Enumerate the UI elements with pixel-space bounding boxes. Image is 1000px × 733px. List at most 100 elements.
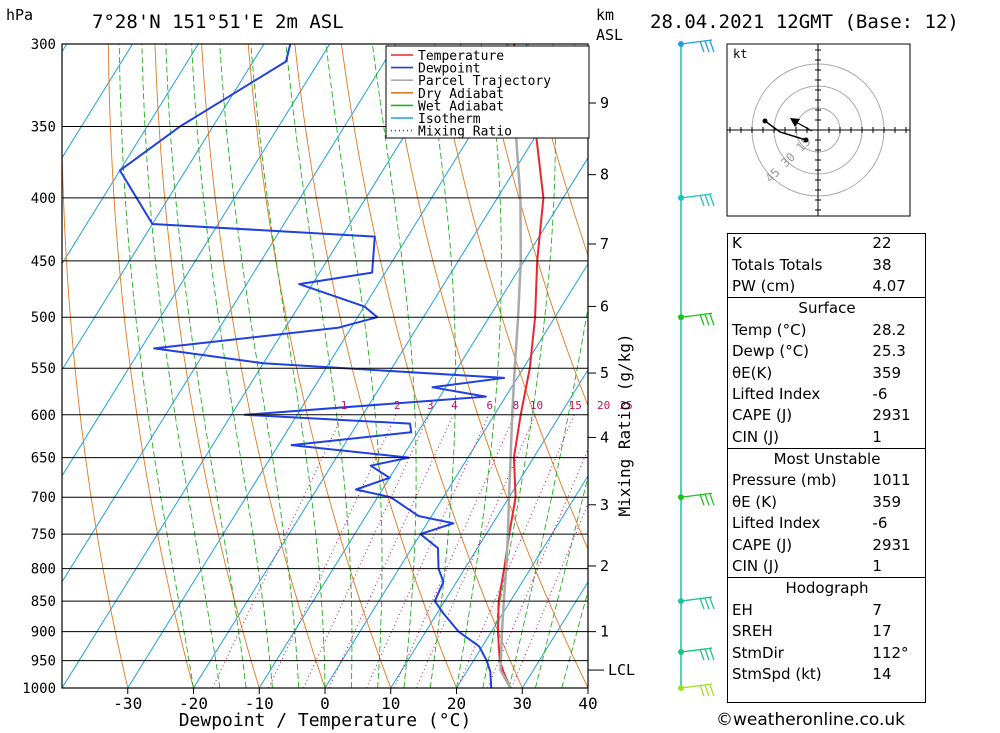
index-value: 14 (872, 665, 892, 683)
mixing-ratio-line (415, 414, 536, 688)
index-value: 22 (872, 234, 892, 253)
index-value: 2931 (872, 535, 911, 554)
location-title: 7°28'N 151°51'E 2m ASL (92, 11, 344, 33)
wind-barb-flag (709, 684, 715, 697)
height-tick-label: 5 (600, 364, 609, 382)
mixing-ratio-label: 3 (427, 399, 434, 412)
wind-barb-flag (704, 493, 710, 506)
wet-adiabat-line (141, 44, 221, 688)
x-tick-label: 20 (447, 694, 466, 713)
dry-adiabat-line (387, 44, 588, 688)
wet-adiabat-line (191, 44, 273, 688)
x-tick-label: -10 (245, 694, 274, 713)
height-tick-label: 7 (600, 235, 609, 253)
dry-adiabat-line (947, 44, 1000, 688)
wind-barb-flag (699, 684, 705, 697)
mixing-ratio-label: 8 (513, 399, 520, 412)
pressure-tick-label: 450 (31, 254, 56, 270)
wind-barb (678, 647, 715, 661)
index-value: 359 (872, 363, 902, 382)
index-value: 1 (872, 427, 882, 446)
index-label: Dewp (°C) (732, 342, 810, 361)
index-value: 25.3 (872, 342, 906, 361)
index-label: θE(K) (732, 363, 773, 382)
isotherm-line (324, 262, 588, 688)
x-tick-label: -20 (179, 694, 208, 713)
wind-barb-flag (709, 597, 715, 610)
dry-adiabat-line (107, 44, 194, 688)
index-section-title: Surface (728, 297, 926, 320)
index-row: CAPE (J) 2931 (728, 405, 926, 426)
index-section-title: Hodograph (728, 577, 926, 600)
wind-barb-flag (704, 684, 710, 697)
mixing-ratio-axis-label: Mixing Ratio (g/kg) (615, 333, 634, 516)
wind-barb-flag (709, 648, 715, 661)
wind-barb-flag (704, 597, 710, 610)
index-label: Pressure (mb) (732, 471, 837, 490)
index-row: θE(K) 359 (728, 362, 926, 383)
wet-adiabat-line (250, 44, 326, 688)
index-value: 38 (872, 255, 892, 274)
pressure-tick-label: 750 (31, 527, 56, 543)
pressure-tick-label: 350 (31, 119, 56, 135)
index-value: 112° (872, 643, 909, 662)
wind-barb-flag (699, 314, 705, 326)
index-label: PW (cm) (732, 276, 796, 295)
wind-barb-shaft (680, 683, 713, 689)
index-row: SREH 17 (728, 621, 926, 642)
hodograph-unit: kt (733, 47, 747, 61)
dry-adiabat-line (62, 44, 129, 688)
wet-adiabat-line (371, 44, 417, 688)
index-row: Dewp (°C) 25.3 (728, 341, 926, 362)
height-unit-label-asl: ASL (596, 26, 623, 44)
mixing-ratio-label: 6 (487, 399, 494, 412)
mixing-ratio-line (393, 414, 516, 688)
wet-adiabat-line (425, 44, 456, 688)
isotherm-line (456, 474, 588, 688)
wet-adiabat-line (219, 44, 300, 688)
wind-barb-shaft (680, 492, 713, 498)
index-value: -6 (872, 514, 888, 533)
index-label: CAPE (J) (732, 406, 793, 425)
index-section-header: Most Unstable (728, 447, 926, 471)
index-value: 7 (872, 600, 882, 619)
index-label: K (732, 234, 742, 253)
wind-barb-flag (699, 194, 705, 207)
lcl-label: LCL (608, 661, 635, 679)
index-row: Temp (°C) 28.2 (728, 320, 926, 341)
isotherm-line (258, 156, 588, 688)
index-value: 4.07 (872, 276, 906, 295)
wind-barb-flag (699, 493, 705, 506)
wind-barb-flag (704, 40, 710, 53)
index-label: Totals Totals (732, 255, 823, 274)
legend-entry-label: Isotherm (418, 112, 481, 127)
index-value: -6 (872, 384, 888, 403)
legend-entry-label: Dewpoint (418, 62, 481, 77)
wind-barb-flag (704, 194, 710, 207)
index-label: Lifted Index (732, 384, 821, 403)
mixing-ratio-label: 15 (569, 399, 582, 412)
wind-barb-shaft (680, 596, 713, 602)
x-tick-label: 10 (381, 694, 400, 713)
x-tick-label: 30 (513, 694, 532, 713)
wind-barb (678, 596, 715, 610)
isotherm-line (62, 44, 265, 371)
index-row: EH 7 (728, 600, 926, 621)
index-label: CAPE (J) (732, 535, 793, 554)
legend-entry-label: Mixing Ratio (418, 125, 512, 140)
height-tick-label: 9 (600, 94, 609, 112)
legend-entry-label: Parcel Trajectory (418, 74, 551, 89)
index-label: SREH (732, 622, 773, 641)
isotherm-line (62, 44, 133, 159)
wind-barb (678, 193, 715, 207)
wet-adiabat-line (325, 44, 383, 688)
index-section-title: Most Unstable (728, 447, 926, 471)
mixing-ratio-label: 10 (530, 399, 543, 412)
wet-adiabat-line (165, 44, 247, 688)
index-row: Lifted Index -6 (728, 513, 926, 534)
index-row: θE (K) 359 (728, 492, 926, 513)
index-section-header: Hodograph (728, 577, 926, 600)
index-label: EH (732, 600, 753, 619)
wet-adiabat-line (118, 44, 194, 688)
